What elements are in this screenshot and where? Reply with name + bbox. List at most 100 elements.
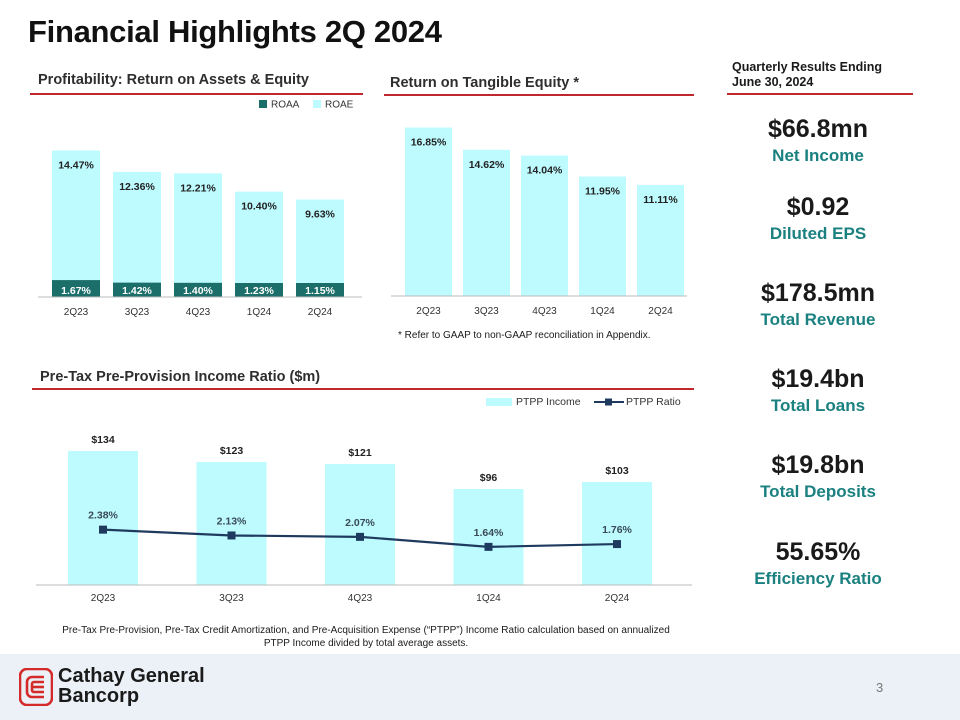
x-tick-label: 3Q23 [474, 306, 499, 317]
roaa-bar [174, 282, 222, 297]
x-tick-label: 4Q23 [186, 307, 211, 318]
roaa-bar [113, 282, 161, 297]
kpi-net-income: $66.8mn Net Income [728, 115, 908, 166]
kpi-label: Total Loans [770, 396, 866, 415]
roae-data-label: 10.40% [241, 201, 277, 213]
roae-data-label: 12.21% [180, 182, 216, 194]
cathay-logo-icon [19, 668, 53, 706]
x-tick-label: 2Q24 [605, 593, 630, 604]
ptpp-ratio-data-label: 1.76% [602, 524, 632, 536]
footer-band [0, 654, 960, 720]
roaa-bar [52, 280, 100, 297]
page-number: 3 [876, 680, 884, 695]
roae-bar [113, 171, 161, 297]
roae-data-label: 12.36% [119, 181, 155, 193]
rote-bar [521, 155, 568, 296]
kpi-total-loans: $19.4bn Total Loans [728, 365, 908, 416]
roaa-bar [296, 283, 344, 297]
ptpp-ratio-marker [613, 540, 621, 549]
kpi-value: $66.8mn [767, 115, 869, 143]
legend-roaa-swatch [259, 100, 267, 108]
x-tick-label: 2Q23 [64, 307, 89, 318]
kpi-total-revenue: $178.5mn Total Revenue [728, 279, 908, 330]
kpi-label: Diluted EPS [769, 224, 867, 243]
page-title: Financial Highlights 2Q 2024 [28, 14, 442, 49]
ptpp-ratio-marker [99, 525, 107, 534]
rote-bar [637, 184, 684, 296]
rote-note: * Refer to GAAP to non-GAAP reconciliati… [398, 330, 651, 341]
kpi-label: Total Deposits [760, 482, 876, 501]
roae-bar [174, 173, 222, 297]
ptpp-ratio-data-label: 1.64% [474, 527, 504, 539]
x-tick-label: 1Q24 [247, 307, 272, 318]
ptpp-income-bar [453, 489, 524, 585]
kpi-label: Total Revenue [760, 310, 876, 329]
x-tick-label: 2Q23 [416, 306, 441, 317]
ptpp-income-data-label: $134 [91, 434, 115, 446]
ptpp-footnote: Pre-Tax Pre-Provision, Pre-Tax Credit Am… [62, 625, 670, 649]
x-tick-label: 2Q24 [648, 306, 673, 317]
x-tick-label: 1Q24 [476, 593, 501, 604]
roa-roe-chart: ROAA ROAE 14.47% 1.67% 2Q23 12.36% 1.42% 3Q23 12… [38, 100, 362, 318]
legend-ptpp-ratio-label: PTPP Ratio [626, 396, 681, 408]
x-tick-label: 4Q23 [348, 593, 373, 604]
kpi-efficiency-ratio: 55.65% Efficiency Ratio [728, 538, 908, 589]
kpi-label: Net Income [772, 146, 864, 165]
ptpp-income-data-label: $96 [480, 472, 498, 484]
rote-bar [405, 127, 452, 296]
x-tick-label: 2Q23 [91, 593, 116, 604]
legend-roae-swatch [313, 100, 321, 108]
kpi-value: $0.92 [786, 193, 850, 221]
ptpp-income-data-label: $121 [348, 447, 372, 459]
kpi-value: $19.8bn [771, 451, 865, 479]
kpi-value: $19.4bn [771, 365, 865, 393]
ptpp-income-bar [325, 464, 395, 585]
rote-bar [463, 149, 510, 296]
ptpp-ratio-data-label: 2.13% [217, 515, 247, 527]
roae-bar [296, 199, 344, 297]
ptpp-income-data-label: $123 [220, 445, 244, 457]
rote-section-title: Return on Tangible Equity * [390, 75, 580, 91]
kpi-header-line1: Quarterly Results Ending [732, 60, 883, 74]
roae-bar [52, 150, 100, 297]
roae-data-label: 14.47% [58, 159, 94, 171]
company-name-line1: Cathay General [58, 665, 205, 687]
company-name-line2: Bancorp [58, 685, 140, 707]
x-tick-label: 2Q24 [308, 307, 333, 318]
x-tick-label: 1Q24 [590, 306, 615, 317]
ptpp-income-data-label: $103 [605, 465, 629, 477]
roaa-data-label: 1.67% [61, 285, 91, 297]
profitability-section-title: Profitability: Return on Assets & Equity [38, 72, 309, 88]
roaa-data-label: 1.42% [122, 285, 152, 297]
x-tick-label: 3Q23 [125, 307, 150, 318]
rote-data-label: 14.04% [527, 165, 563, 177]
rote-bar [579, 176, 626, 296]
ptpp-ratio-data-label: 2.38% [88, 510, 118, 522]
rote-data-label: 11.11% [643, 194, 678, 206]
ptpp-income-bar [68, 451, 138, 585]
profitability-section-rule [30, 93, 363, 95]
ptpp-income-bar [582, 482, 652, 585]
kpi-header-line2: June 30, 2024 [732, 75, 814, 89]
kpi-header: Quarterly Results Ending June 30, 2024 [732, 60, 882, 90]
kpi-total-deposits: $19.8bn Total Deposits [728, 451, 908, 502]
rote-section-rule [384, 94, 694, 96]
legend-roae-label: ROAE [325, 100, 354, 111]
rote-data-label: 16.85% [411, 137, 447, 149]
x-tick-label: 4Q23 [532, 306, 557, 317]
ptpp-chart: PTPP Income PTPP Ratio $134 2Q23 $123 3Q23 $12… [36, 396, 692, 604]
legend-roaa-label: ROAA [271, 100, 300, 111]
legend-ptpp-ratio-marker [605, 398, 612, 406]
ptpp-ratio-marker [484, 542, 493, 551]
rote-chart: 16.85% 2Q23 14.62% 3Q23 14.04% 4Q23 11.95% 1Q24… [391, 127, 687, 317]
ptpp-section-rule [32, 388, 694, 390]
kpi-value: 55.65% [775, 538, 861, 566]
roae-bar [235, 191, 283, 297]
company-name: Cathay General Bancorp [58, 666, 205, 706]
rote-data-label: 11.95% [585, 186, 621, 198]
x-tick-label: 3Q23 [219, 593, 244, 604]
ptpp-ratio-data-label: 2.07% [345, 517, 375, 529]
roaa-data-label: 1.23% [244, 285, 274, 297]
roae-data-label: 9.63% [305, 208, 335, 220]
roaa-data-label: 1.40% [183, 285, 213, 297]
